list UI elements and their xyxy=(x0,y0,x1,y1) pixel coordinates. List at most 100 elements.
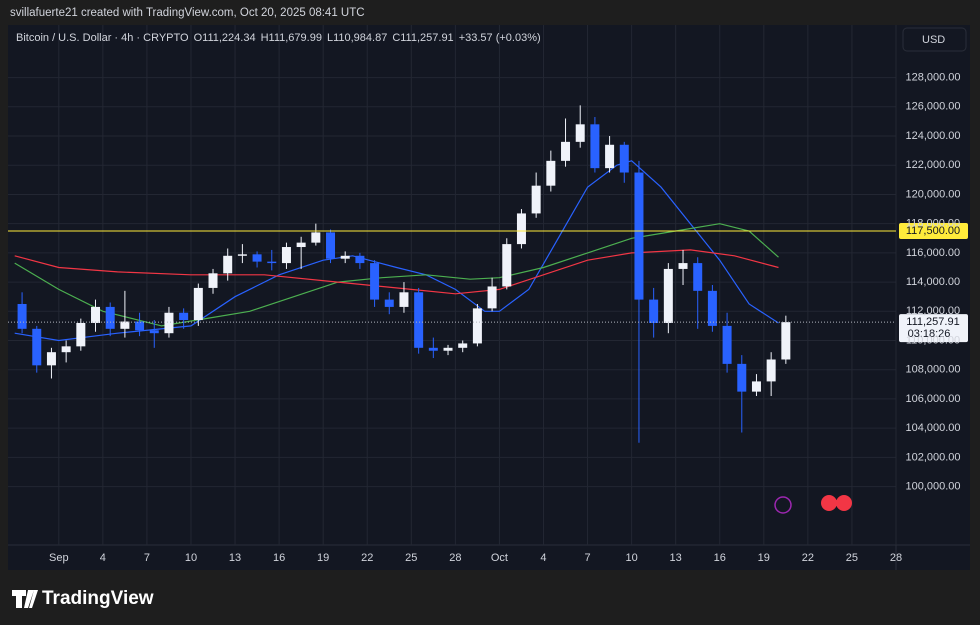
candle-body xyxy=(149,330,159,334)
logo: TradingView xyxy=(12,588,154,609)
attribution: svillafuerte21 created with TradingView.… xyxy=(10,7,365,19)
y-tick-label: 116,000.00 xyxy=(906,247,960,259)
candle-body xyxy=(781,322,791,360)
x-tick-label: 7 xyxy=(584,552,590,564)
x-tick-label: 25 xyxy=(405,552,417,564)
candle-body xyxy=(766,359,776,382)
candles xyxy=(17,105,791,443)
candle-body xyxy=(414,292,424,348)
candle-body xyxy=(693,263,703,291)
ohlc-value: L110,984.87 xyxy=(327,32,387,44)
ohlc-legend: O111,224.34 H111,679.99 L110,984.87 C111,25… xyxy=(194,32,541,44)
y-tick-label: 124,000.00 xyxy=(905,130,960,142)
candle-body xyxy=(281,247,291,264)
candle-body xyxy=(487,286,497,309)
candle-body xyxy=(722,325,732,364)
currency[interactable]: USD xyxy=(922,34,945,46)
candle-body xyxy=(296,242,306,248)
x-tick-label: 10 xyxy=(625,552,637,564)
candle-body xyxy=(751,381,761,392)
candle-body xyxy=(311,232,321,243)
horizontal-line-label: 117,500.00 xyxy=(906,225,960,237)
ohlc-value: O111,224.34 xyxy=(194,32,256,44)
candle-body xyxy=(428,347,438,351)
x-tick-label: 19 xyxy=(317,552,329,564)
y-tick-label: 122,000.00 xyxy=(905,159,960,171)
ohlc-value: H111,679.99 xyxy=(261,32,322,44)
x-tick-label: 4 xyxy=(540,552,546,564)
logo-text: TradingView xyxy=(42,588,154,609)
candle-body xyxy=(61,346,71,353)
candle-body xyxy=(179,312,189,321)
grid xyxy=(8,25,897,545)
y-tick-label: 120,000.00 xyxy=(905,188,960,200)
candle-body xyxy=(590,124,600,169)
candle-body xyxy=(355,255,365,264)
candle-body xyxy=(326,232,336,259)
candle-body xyxy=(516,213,526,245)
ohlc-value: +33.57 (+0.03%) xyxy=(459,32,541,44)
currency-button[interactable] xyxy=(902,27,967,52)
candle-body xyxy=(91,306,101,323)
x-tick-label: 7 xyxy=(144,552,150,564)
candle-body xyxy=(164,312,174,334)
moving-average-line xyxy=(14,160,779,342)
candle-body xyxy=(531,185,541,214)
horizontal-line-label-box xyxy=(899,222,968,239)
candle-body xyxy=(46,352,56,366)
x-tick-label: 10 xyxy=(185,552,197,564)
candle-body xyxy=(17,303,27,329)
x-tick-label: 4 xyxy=(100,552,106,564)
y-tick-label: 102,000.00 xyxy=(905,451,960,463)
candle-body xyxy=(619,144,629,173)
candle-body xyxy=(575,124,585,142)
icon[interactable] xyxy=(836,495,852,511)
last-price-box xyxy=(899,314,968,343)
y-tick-label: 106,000.00 xyxy=(905,393,960,405)
x-tick-label: 19 xyxy=(758,552,770,564)
y-tick-label: 126,000.00 xyxy=(905,101,960,113)
candle-body xyxy=(634,172,644,300)
candle-body xyxy=(605,144,615,169)
logo-mark xyxy=(12,590,38,608)
candle-body xyxy=(399,292,409,307)
candle-body xyxy=(267,261,277,264)
x-tick-label: 13 xyxy=(670,552,682,564)
y-tick-label: 104,000.00 xyxy=(905,422,960,434)
symbol: Bitcoin / U.S. Dollar · 4h · CRYPTO xyxy=(16,32,189,44)
candle-body xyxy=(649,299,659,323)
candle-body xyxy=(237,254,247,256)
y-tick-label: 110,000.00 xyxy=(906,334,960,346)
event-icons xyxy=(774,495,852,514)
candle-body xyxy=(208,273,218,288)
candle-body xyxy=(76,322,86,347)
candle-body xyxy=(135,321,145,331)
ohlc-value: C111,257.91 xyxy=(392,32,453,44)
moving-average-line xyxy=(14,249,779,295)
x-tick-label: 22 xyxy=(361,552,373,564)
candle-body xyxy=(502,244,512,287)
x-tick-label: 28 xyxy=(449,552,461,564)
candle-body xyxy=(223,255,233,274)
candle-body xyxy=(105,306,115,329)
candle-body xyxy=(458,343,468,348)
candle-body xyxy=(561,141,571,161)
icon[interactable] xyxy=(774,496,792,514)
y-tick-label: 118,000.00 xyxy=(906,218,960,230)
candle-body xyxy=(252,254,262,262)
candle-body xyxy=(370,263,380,300)
candle-body xyxy=(120,321,130,329)
countdown: 03:18:26 xyxy=(908,328,951,340)
candle-body xyxy=(384,299,394,307)
y-tick-label: 128,000.00 xyxy=(905,71,960,83)
candle-body xyxy=(546,160,556,186)
candle-body xyxy=(472,308,482,344)
candle-body xyxy=(32,328,42,366)
x-tick-label: 22 xyxy=(802,552,814,564)
icon[interactable] xyxy=(821,495,837,511)
candle-body xyxy=(443,347,453,351)
x-tick-label: 16 xyxy=(273,552,285,564)
candle-body xyxy=(663,268,673,323)
